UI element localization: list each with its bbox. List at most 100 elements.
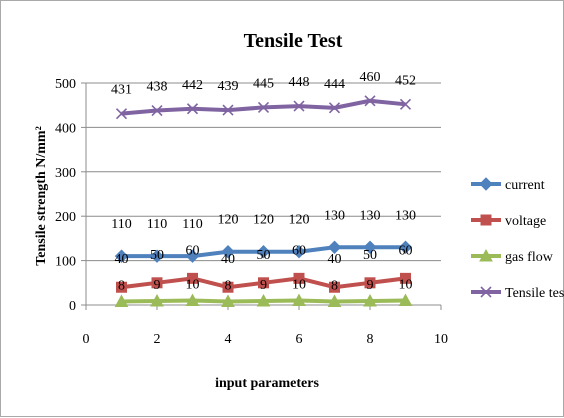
- data-point-voltage: [293, 272, 305, 284]
- data-point-voltage: [222, 281, 234, 293]
- x-tick-label: 4: [225, 332, 232, 347]
- data-point-gas-flow: [327, 294, 342, 307]
- series-current: [114, 240, 413, 263]
- data-point-tensile-test: [293, 100, 305, 112]
- data-label-current: 130: [324, 208, 345, 223]
- axes: 0 100 200 300 400 500 0 2 4 6 8 10: [55, 77, 448, 347]
- marker-stroke: [399, 98, 412, 110]
- x-tick-label: 2: [154, 332, 161, 347]
- data-point-current: [150, 249, 164, 263]
- data-label-gas-flow: 9: [260, 278, 267, 293]
- data-point-gas-flow: [398, 293, 413, 307]
- data-label-gas-flow: 10: [186, 278, 200, 293]
- x-tick-label: 6: [296, 332, 303, 347]
- legend-marker: [480, 214, 492, 226]
- data-point-current: [256, 245, 271, 259]
- data-label-tensile-test: 431: [111, 83, 132, 98]
- chart-title: Tensile Test: [244, 30, 343, 52]
- data-label-voltage: 40: [115, 252, 129, 267]
- data-label-current: 120: [218, 213, 239, 228]
- legend-label: voltage: [505, 214, 546, 229]
- data-label-voltage: 60: [186, 243, 200, 258]
- data-point-tensile-test: [151, 104, 163, 117]
- data-label-voltage: 40: [328, 252, 342, 267]
- data-label-current: 120: [253, 213, 274, 228]
- data-point-gas-flow: [114, 294, 129, 307]
- legend: current voltage gas flow Tensile test: [471, 177, 564, 301]
- y-tick-label: 200: [55, 210, 76, 225]
- data-point-gas-flow: [292, 293, 306, 307]
- y-tick-label: 400: [55, 121, 76, 136]
- data-point-voltage: [187, 272, 198, 284]
- marker-stroke: [257, 101, 270, 113]
- data-label-gas-flow: 8: [331, 278, 338, 293]
- data-label-gas-flow: 10: [292, 278, 306, 293]
- data-label-tensile-test: 452: [395, 73, 416, 88]
- data-label-tensile-test: 445: [253, 76, 274, 91]
- data-label-current: 130: [395, 208, 416, 223]
- legend-marker: [479, 177, 493, 191]
- data-label-current: 130: [360, 208, 381, 223]
- data-label-current: 120: [289, 213, 310, 228]
- data-label-tensile-test: 442: [182, 78, 203, 93]
- data-label-current: 110: [182, 217, 202, 232]
- data-label-voltage: 60: [399, 243, 413, 258]
- data-label-tensile-test: 438: [147, 80, 168, 95]
- data-point-voltage: [400, 272, 411, 284]
- data-point-gas-flow: [363, 293, 377, 307]
- x-tick-label: 0: [83, 332, 90, 347]
- data-point-current: [292, 245, 306, 259]
- marker-stroke: [293, 100, 305, 112]
- data-label-tensile-test: 439: [218, 79, 239, 94]
- data-label-voltage: 50: [257, 248, 271, 263]
- data-labels: 110 110 110 120 120 120 130 130 130 40 50 60 40 50 60 4…: [111, 70, 416, 294]
- data-label-current: 110: [147, 217, 167, 232]
- series-tensile-test: [115, 95, 412, 120]
- data-point-tensile-test: [115, 108, 128, 120]
- data-point-tensile-test: [257, 101, 270, 113]
- data-label-gas-flow: 8: [118, 278, 125, 293]
- legend-label: Tensile test: [505, 286, 564, 301]
- marker-stroke: [364, 95, 376, 107]
- marker-stroke: [222, 104, 234, 116]
- data-point-current: [363, 240, 377, 254]
- data-point-current: [114, 249, 129, 263]
- data-label-voltage: 60: [292, 243, 306, 258]
- x-tick-label: 10: [434, 332, 448, 347]
- y-axis-label: Tensile strength N/mm²: [34, 126, 49, 266]
- data-point-current: [327, 240, 342, 254]
- data-point-gas-flow: [221, 294, 235, 307]
- y-tick-label: 300: [55, 166, 76, 181]
- data-point-voltage: [151, 277, 163, 289]
- data-label-current: 110: [111, 217, 131, 232]
- data-label-voltage: 50: [150, 248, 164, 263]
- data-point-tensile-test: [222, 104, 234, 116]
- data-point-tensile-test: [364, 95, 376, 107]
- data-label-voltage: 40: [221, 252, 235, 267]
- data-point-voltage: [364, 277, 376, 289]
- data-point-voltage: [258, 277, 269, 289]
- series-group: [114, 95, 413, 307]
- data-label-gas-flow: 9: [367, 278, 374, 293]
- data-label-voltage: 50: [363, 248, 377, 263]
- data-point-tensile-test: [328, 102, 341, 114]
- data-point-gas-flow: [256, 293, 271, 307]
- series-voltage: [116, 272, 411, 293]
- y-tick-label: 500: [55, 77, 76, 92]
- series-gas-flow: [114, 293, 413, 307]
- data-point-tensile-test: [186, 103, 199, 115]
- data-point-tensile-test: [399, 98, 412, 110]
- gridlines: [86, 82, 441, 306]
- x-axis-label: input parameters: [215, 376, 319, 391]
- data-point-current: [221, 245, 235, 259]
- data-point-current: [185, 249, 200, 263]
- data-label-gas-flow: 8: [225, 278, 232, 293]
- legend-marker: [480, 286, 492, 298]
- marker-stroke: [480, 286, 492, 298]
- data-label-gas-flow: 9: [154, 278, 161, 293]
- marker-stroke: [328, 102, 341, 114]
- marker-stroke: [151, 104, 163, 117]
- data-point-current: [398, 240, 413, 254]
